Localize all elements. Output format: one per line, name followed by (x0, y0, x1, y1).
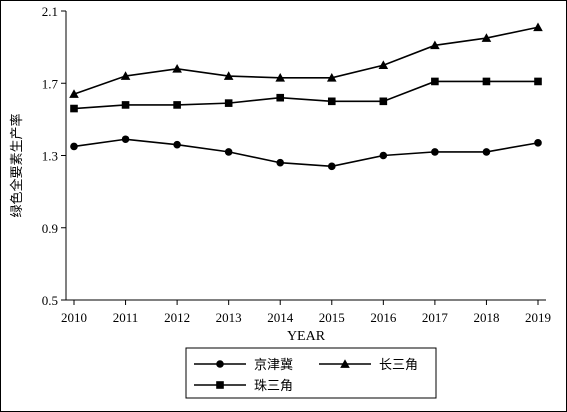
data-point (173, 140, 181, 149)
legend-box (185, 347, 437, 399)
data-point (378, 60, 389, 70)
legend-marker (216, 360, 224, 368)
x-tick-label: 2012 (164, 310, 190, 325)
legend-item: 长三角 (319, 358, 418, 373)
data-point (276, 93, 285, 102)
data-point (121, 101, 130, 109)
data-point (275, 73, 286, 82)
series-line (73, 26, 539, 95)
data-point (326, 73, 337, 82)
y-axis-label: 绿色全要素生产率 (9, 113, 24, 217)
x-tick-label: 2014 (267, 310, 294, 325)
x-tick-label: 2018 (473, 310, 499, 325)
series-3 (70, 77, 542, 113)
legend-item: 京津冀 (194, 357, 293, 373)
x-axis-label: YEAR (287, 329, 326, 344)
legend-marker (216, 381, 224, 389)
data-point (172, 64, 182, 73)
data-point (121, 135, 130, 144)
data-point (533, 22, 543, 32)
series-1 (70, 135, 542, 171)
x-tick-label: 2017 (422, 310, 449, 325)
y-tick-label: 0.9 (42, 221, 58, 236)
x-tick-label: 2019 (525, 310, 551, 325)
y-tick-label: 1.7 (42, 76, 59, 91)
data-point (70, 104, 78, 113)
data-point (430, 40, 440, 50)
data-point (224, 148, 233, 156)
data-point (481, 33, 492, 42)
data-point (327, 162, 336, 171)
x-tick-label: 2016 (370, 310, 397, 325)
legend-label: 京津冀 (254, 357, 293, 373)
data-point (534, 77, 542, 86)
data-point (431, 148, 439, 156)
y-tick-label: 0.5 (42, 293, 58, 308)
data-point (276, 158, 285, 167)
data-point (379, 97, 388, 106)
y-ticks: 0.5 0.9 1.3 1.7 2.1 (42, 4, 66, 308)
series-line (73, 138, 539, 168)
data-point (482, 148, 491, 156)
y-tick-label: 2.1 (42, 4, 58, 19)
data-point (327, 97, 336, 106)
x-ticks: 2010 2011 2012 2013 2014 2015 2016 2017 2018 2019 (61, 300, 551, 325)
y-tick-label: 1.3 (42, 149, 58, 164)
data-point (431, 77, 439, 86)
series-line (73, 80, 538, 110)
legend-marker (340, 359, 350, 368)
data-point (70, 142, 78, 151)
x-tick-label: 2010 (61, 310, 87, 325)
data-point (223, 71, 234, 80)
x-tick-label: 2013 (216, 310, 242, 325)
data-point (482, 77, 491, 86)
data-point (173, 101, 181, 109)
series-layer (69, 22, 543, 171)
data-point (379, 151, 388, 160)
data-point (120, 71, 131, 80)
data-point (534, 139, 542, 147)
data-point (224, 99, 233, 107)
legend-item: 珠三角 (194, 379, 293, 394)
data-point (69, 89, 79, 98)
legend-label: 珠三角 (254, 379, 293, 394)
x-tick-label: 2011 (113, 310, 139, 325)
series-2 (69, 22, 543, 98)
axes (65, 11, 546, 301)
legend-label: 长三角 (379, 358, 418, 373)
x-tick-label: 2015 (319, 310, 345, 325)
